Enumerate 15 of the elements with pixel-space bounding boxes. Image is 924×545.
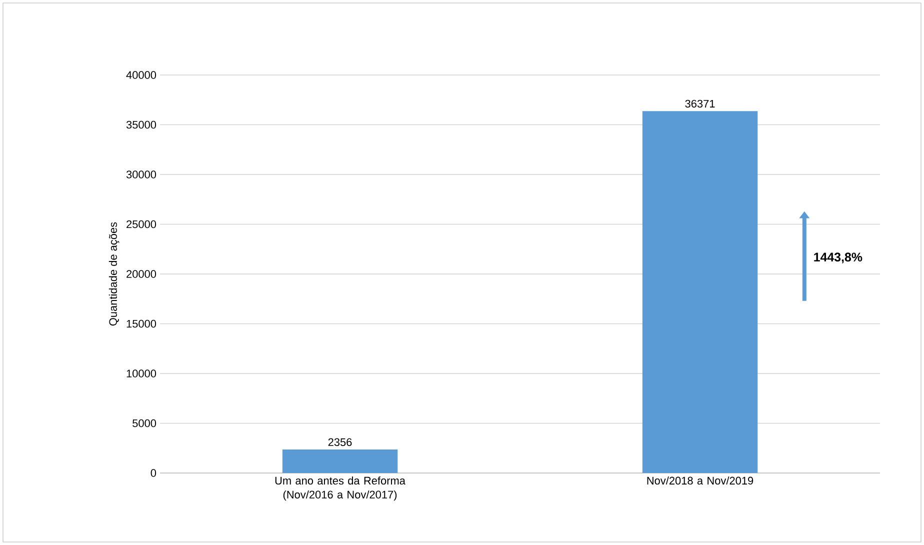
y-axis-title: Quantidade de ações — [108, 222, 120, 326]
x-tick-label: Um ano antes da Reforma (Nov/2016 a Nov/2017) — [275, 476, 406, 501]
data-label: 2356 — [328, 438, 352, 446]
y-tick-label: 40000 — [126, 71, 156, 79]
y-tick-label: 0 — [150, 469, 156, 477]
data-label: 36371 — [685, 100, 715, 108]
annotation: 1443,8% — [814, 252, 862, 264]
y-tick-label: 25000 — [126, 220, 156, 228]
y-tick-label: 20000 — [126, 270, 156, 278]
x-tick-label: Nov/2018 a Nov/2019 — [647, 476, 754, 485]
y-tick-label: 5000 — [132, 419, 156, 428]
y-tick-label: 30000 — [126, 170, 156, 178]
y-tick-label: 15000 — [126, 320, 156, 328]
y-tick-label: 35000 — [126, 120, 156, 129]
y-tick-label: 10000 — [126, 370, 156, 378]
